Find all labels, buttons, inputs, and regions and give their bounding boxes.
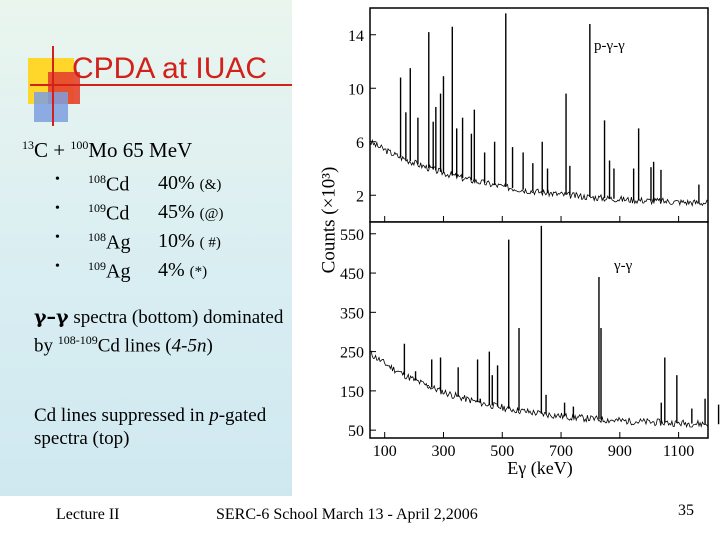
y-tick-label: 50 — [348, 423, 364, 440]
footer-lecture: Lecture II — [56, 506, 120, 523]
top-panel-label: p-γ-γ — [594, 38, 625, 54]
product-nuclide: 108Cd — [88, 172, 130, 196]
bottom-panel-label: γ-γ — [613, 258, 633, 274]
plot-frame — [369, 221, 709, 439]
x-tick-label: 700 — [549, 443, 573, 460]
x-tick-label: 500 — [490, 443, 514, 460]
x-tick-label: 1100 — [663, 443, 694, 460]
background-spectrum — [369, 138, 709, 207]
y-tick-label: 450 — [340, 266, 364, 283]
plot-frame — [369, 7, 709, 223]
reaction-line: 13C + 100Mo 65 MeV — [22, 138, 192, 163]
page-number: 35 — [678, 502, 694, 519]
x-axis-label: Eγ (keV) — [507, 458, 572, 479]
title-underline — [30, 84, 292, 86]
background-spectrum — [369, 350, 709, 429]
product-percent: 10% ( #) — [158, 230, 221, 252]
y-tick-label: 6 — [356, 135, 364, 152]
product-percent: 45% (@) — [158, 201, 224, 223]
y-tick-label: 350 — [340, 305, 364, 322]
x-tick-label: 900 — [608, 443, 632, 460]
product-nuclide: 108Ag — [88, 230, 131, 254]
decor-vertical-line — [52, 46, 54, 126]
product-percent: 40% (&) — [158, 172, 222, 194]
bullet-icon: • — [55, 172, 60, 187]
reaction-text-2: Mo 65 MeV — [88, 138, 193, 162]
x-tick-label: 300 — [431, 443, 455, 460]
product-percent: 4% (*) — [158, 259, 208, 281]
reaction-text-1: C + — [34, 138, 71, 162]
footer-band — [0, 496, 720, 540]
y-tick-label: 2 — [356, 188, 364, 205]
y-tick-label: 150 — [340, 384, 364, 401]
bullet-icon: • — [55, 259, 60, 274]
footer-school: SERC-6 School March 13 - April 2,2006 — [216, 506, 478, 523]
gamma-gamma-note: γ–γ spectra (bottom) dominated by 108-10… — [34, 306, 284, 357]
reaction-mass-2: 100 — [70, 138, 89, 152]
x-tick-label: 100 — [373, 443, 397, 460]
product-nuclide: 109Cd — [88, 201, 130, 225]
y-axis-label: Counts (×10³) — [318, 167, 339, 274]
y-tick-label: 14 — [348, 28, 364, 45]
y-tick-label: 10 — [348, 81, 364, 98]
top-spectrum-panel: 2 6 10 14 — [348, 7, 709, 223]
slide-title: CPDA at IUAC — [72, 52, 268, 85]
decor-square-blue — [34, 92, 68, 122]
bottom-spectrum-panel: 50 150 250 350 450 550 100 300 500 700 900 1100 — [340, 221, 720, 460]
y-tick-label: 550 — [340, 227, 364, 244]
reaction-mass-1: 13 — [22, 138, 34, 152]
bullet-icon: • — [55, 230, 60, 245]
y-tick-label: 250 — [340, 345, 364, 362]
product-nuclide: 109Ag — [88, 259, 131, 283]
cd-suppression-note: Cd lines suppressed in p-gated spectra (… — [34, 405, 267, 449]
bullet-icon: • — [55, 201, 60, 216]
